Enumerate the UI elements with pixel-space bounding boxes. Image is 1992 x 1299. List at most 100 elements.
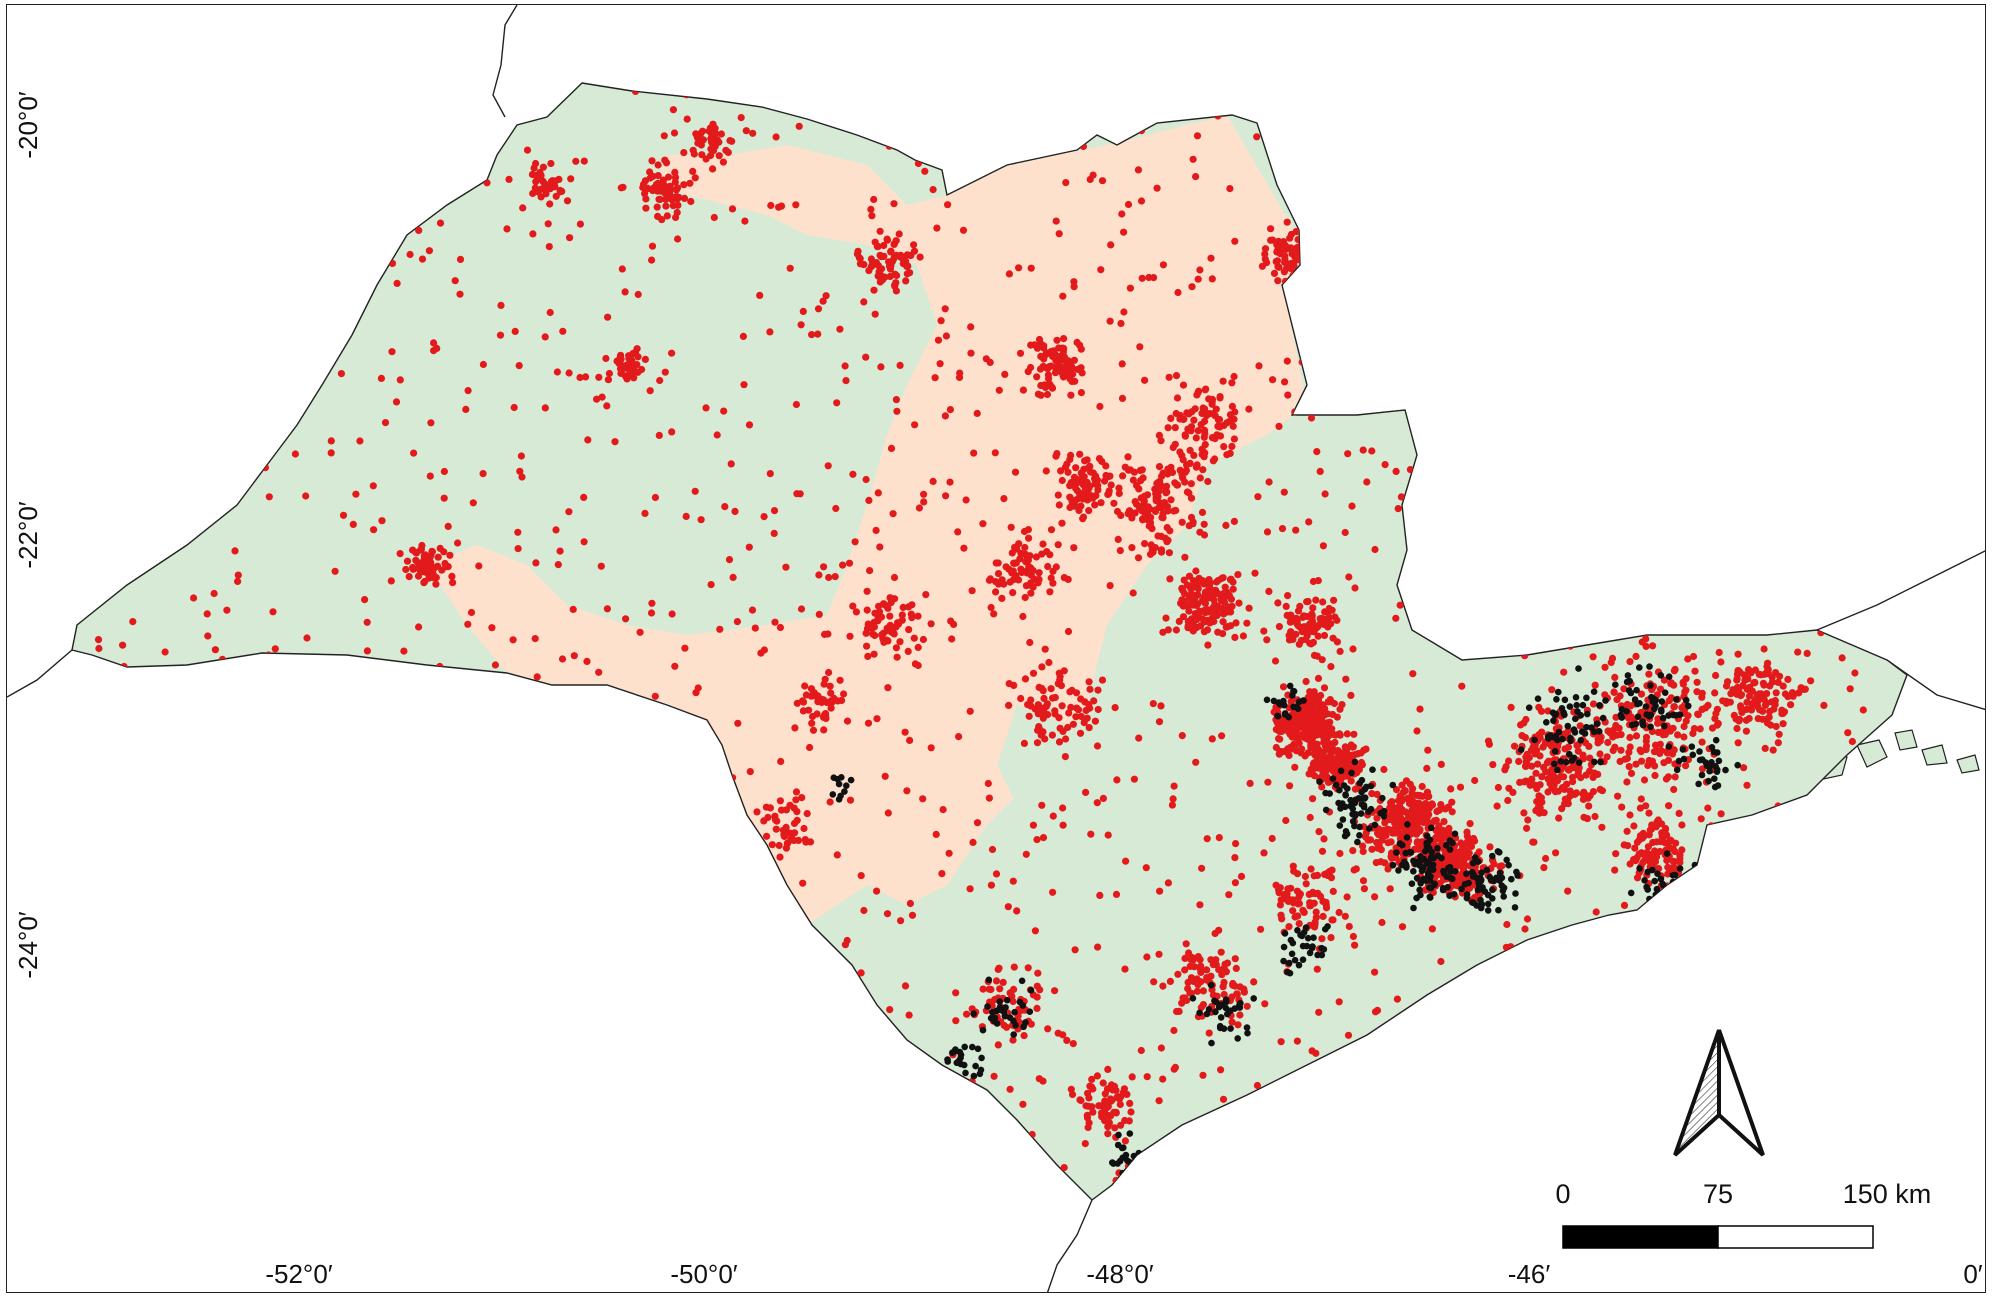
occurrence-point (1155, 478, 1163, 486)
occurrence-point (1211, 929, 1219, 938)
occurrence-point (1554, 1039, 1562, 1047)
occurrence-point (516, 467, 524, 475)
occurrence-point (1327, 663, 1335, 671)
occurrence-point (422, 825, 430, 833)
occurrence-point (731, 507, 739, 515)
occurrence-point (1155, 463, 1164, 471)
occurrence-point (1330, 596, 1338, 604)
occurrence-point (1187, 955, 1195, 964)
occurrence-point (1728, 173, 1736, 181)
occurrence-point (1046, 588, 1054, 596)
occurrence-point (892, 396, 901, 404)
occurrence-point (1753, 1023, 1761, 1031)
occurrence-point (407, 204, 415, 212)
occurrence-point (1173, 481, 1181, 489)
occurrence-point (1009, 567, 1017, 575)
occurrence-point (1520, 809, 1528, 817)
occurrence-point (1317, 691, 1325, 700)
occurrence-point (1193, 132, 1202, 140)
occurrence-point (1520, 575, 1529, 583)
occurrence-point (1246, 779, 1254, 788)
occurrence-point (680, 194, 689, 202)
occurrence-point (406, 725, 414, 733)
occurrence-point (1651, 762, 1659, 770)
occurrence-point (1278, 525, 1287, 533)
occurrence-point (1059, 1031, 1067, 1039)
occurrence-point (488, 624, 496, 632)
occurrence-point (1357, 100, 1365, 108)
occurrence-point (1325, 134, 1333, 142)
occurrence-point (1310, 651, 1319, 660)
occurrence-point (764, 1133, 772, 1141)
occurrence-point (467, 1045, 475, 1054)
occurrence-point (1759, 1160, 1767, 1168)
occurrence-point (441, 898, 449, 906)
occurrence-point (1110, 499, 1118, 507)
occurrence-point (392, 398, 401, 406)
occurrence-point (1039, 86, 1047, 94)
occurrence-point (1722, 478, 1730, 486)
occurrence-point (1548, 1015, 1557, 1023)
occurrence-point (1631, 844, 1639, 852)
occurrence-point (1679, 389, 1687, 398)
occurrence-point (1307, 254, 1315, 262)
occurrence-point (1307, 865, 1315, 873)
occurrence-point (591, 1143, 600, 1152)
occurrence-point (1574, 441, 1582, 449)
occurrence-point (1016, 555, 1024, 563)
occurrence-point (806, 838, 815, 846)
occurrence-point (464, 387, 472, 395)
occurrence-point (1614, 389, 1622, 397)
occurrence-point (221, 233, 229, 241)
occurrence-point (1753, 997, 1761, 1005)
occurrence-point (1053, 336, 1061, 344)
occurrence-point (1379, 794, 1386, 802)
occurrence-point (1243, 1002, 1251, 1010)
occurrence-point (1406, 780, 1414, 788)
occurrence-point (1269, 376, 1277, 384)
occurrence-point (497, 301, 505, 309)
occurrence-point (1380, 765, 1388, 774)
occurrence-point (1684, 655, 1692, 663)
occurrence-point (580, 1035, 588, 1043)
occurrence-point (242, 228, 250, 236)
occurrence-point (1040, 355, 1048, 363)
occurrence-point (1824, 472, 1832, 480)
occurrence-point (1189, 619, 1197, 627)
occurrence-point (1092, 492, 1100, 500)
occurrence-point (270, 975, 278, 983)
occurrence-point (856, 1082, 864, 1090)
occurrence-point (1576, 722, 1584, 730)
occurrence-point (622, 615, 630, 623)
occurrence-point (1420, 400, 1428, 409)
occurrence-point (1044, 97, 1052, 105)
occurrence-point (903, 262, 911, 270)
occurrence-point (595, 373, 603, 381)
occurrence-point (156, 948, 165, 956)
occurrence-point (1477, 1025, 1485, 1033)
occurrence-point (1440, 313, 1448, 321)
occurrence-point (1794, 387, 1802, 395)
occurrence-point (1187, 427, 1195, 435)
occurrence-point (1144, 516, 1152, 524)
occurrence-point (1318, 935, 1326, 943)
occurrence-point (1267, 236, 1275, 244)
occurrence-point (284, 1048, 292, 1056)
occurrence-point (890, 240, 898, 248)
occurrence-point (1416, 705, 1424, 713)
occurrence-point (668, 349, 676, 357)
occurrence-point (1314, 712, 1322, 720)
occurrence-point (1194, 275, 1202, 283)
occurrence-point (1682, 675, 1690, 683)
occurrence-point (1193, 975, 1201, 983)
occurrence-point (446, 551, 454, 559)
occurrence-point (636, 628, 644, 636)
occurrence-point (678, 930, 686, 938)
occurrence-point (874, 614, 882, 623)
occurrence-point (646, 387, 654, 395)
occurrence-point (992, 559, 1000, 567)
occurrence-point (1223, 588, 1231, 596)
occurrence-point (1140, 1172, 1148, 1180)
occurrence-point (254, 396, 262, 404)
occurrence-point (802, 691, 811, 699)
